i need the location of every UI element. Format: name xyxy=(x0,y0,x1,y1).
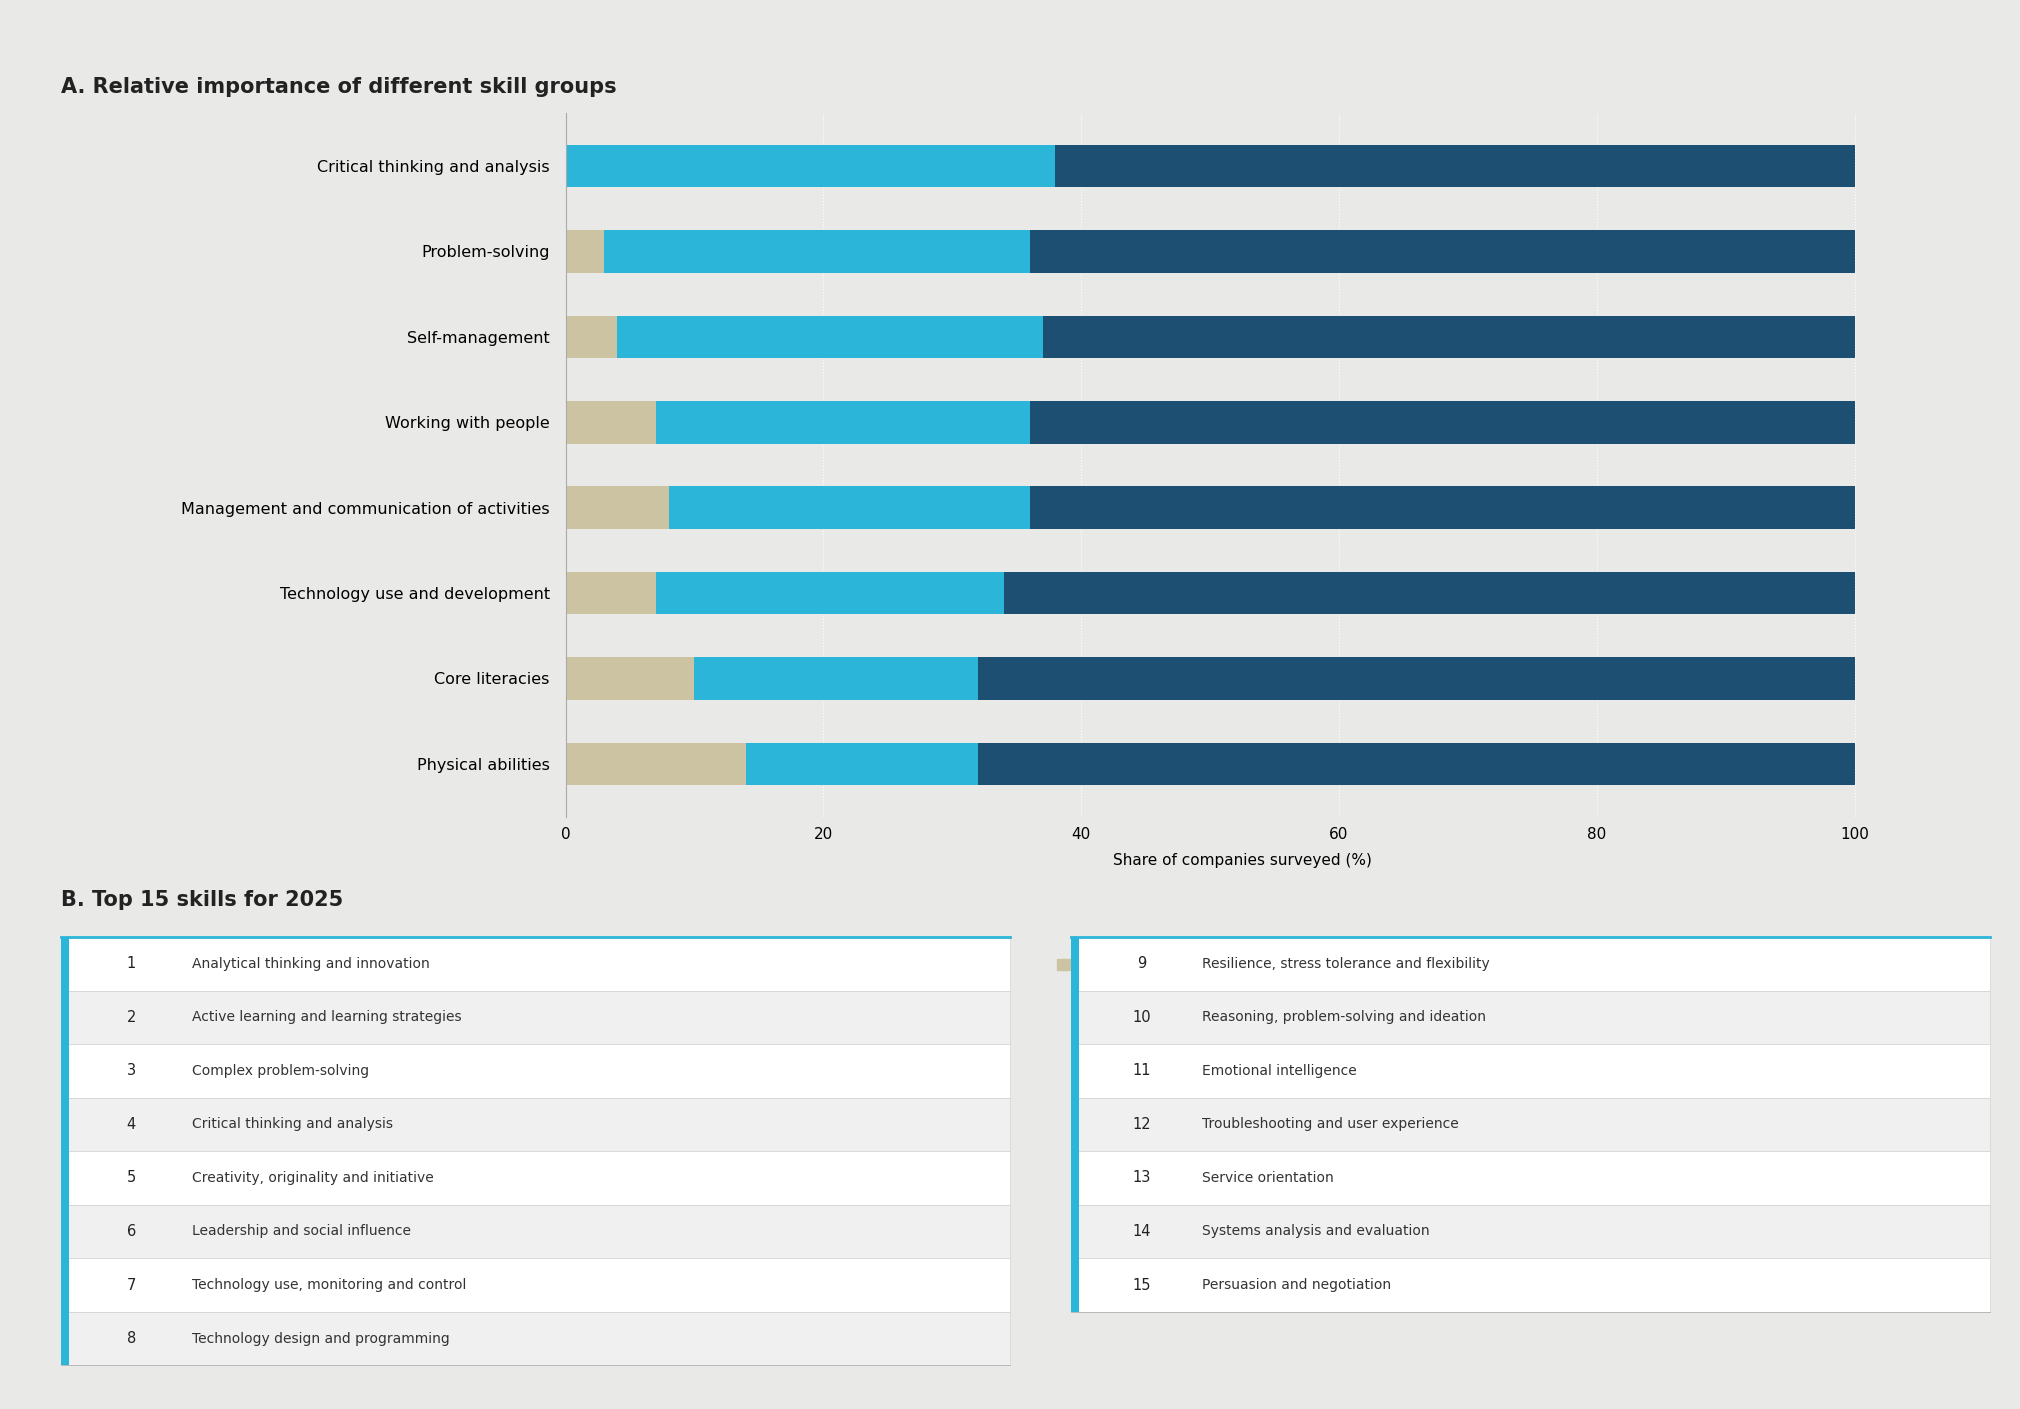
Bar xyxy=(566,230,604,273)
Bar xyxy=(1071,991,1990,1044)
Bar xyxy=(669,486,1030,528)
Bar xyxy=(566,316,618,358)
Bar xyxy=(61,1258,69,1312)
Text: Creativity, originality and initiative: Creativity, originality and initiative xyxy=(192,1171,434,1185)
Bar xyxy=(61,1098,69,1151)
Text: 8: 8 xyxy=(127,1332,135,1346)
Bar xyxy=(1030,486,1854,528)
Text: Service orientation: Service orientation xyxy=(1202,1171,1333,1185)
Bar xyxy=(61,1312,1010,1365)
Bar xyxy=(1071,937,1990,991)
Bar xyxy=(1042,316,1854,358)
Text: 6: 6 xyxy=(127,1224,135,1239)
Bar xyxy=(61,1044,69,1098)
Text: Technology design and programming: Technology design and programming xyxy=(192,1332,450,1346)
Text: 14: 14 xyxy=(1131,1224,1151,1239)
Bar xyxy=(745,743,978,785)
Bar xyxy=(61,1151,1010,1205)
Text: 3: 3 xyxy=(127,1064,135,1078)
Text: Emotional intelligence: Emotional intelligence xyxy=(1202,1064,1357,1078)
Bar xyxy=(61,1151,69,1205)
Text: Analytical thinking and innovation: Analytical thinking and innovation xyxy=(192,957,430,971)
Bar xyxy=(566,145,1054,187)
Bar xyxy=(1071,937,1079,991)
Bar xyxy=(1071,1205,1079,1258)
Text: B. Top 15 skills for 2025: B. Top 15 skills for 2025 xyxy=(61,890,343,910)
Legend: Decreasing, Stable, Increasing: Decreasing, Stable, Increasing xyxy=(1050,951,1434,979)
Text: 4: 4 xyxy=(127,1117,135,1131)
Bar xyxy=(61,937,69,991)
Bar xyxy=(566,486,669,528)
Bar xyxy=(61,1044,1010,1098)
Bar xyxy=(1071,991,1079,1044)
Bar xyxy=(61,1098,1010,1151)
Bar xyxy=(1071,1044,1079,1098)
Bar xyxy=(1071,1258,1990,1312)
Bar xyxy=(1030,402,1854,444)
Text: 9: 9 xyxy=(1137,957,1145,971)
Bar xyxy=(618,316,1042,358)
Text: Systems analysis and evaluation: Systems analysis and evaluation xyxy=(1202,1224,1430,1239)
Bar xyxy=(1071,1258,1079,1312)
Bar xyxy=(61,1205,1010,1258)
Text: 5: 5 xyxy=(127,1171,135,1185)
Bar xyxy=(1071,1151,1990,1205)
Bar xyxy=(61,937,1010,991)
Text: 7: 7 xyxy=(127,1278,135,1292)
Bar xyxy=(656,572,1004,614)
Bar xyxy=(61,1312,69,1365)
Bar xyxy=(61,991,69,1044)
Bar xyxy=(566,743,745,785)
Bar xyxy=(695,657,978,700)
Bar xyxy=(566,402,656,444)
Text: A. Relative importance of different skill groups: A. Relative importance of different skil… xyxy=(61,77,616,97)
Text: Resilience, stress tolerance and flexibility: Resilience, stress tolerance and flexibi… xyxy=(1202,957,1489,971)
Bar xyxy=(61,991,1010,1044)
Bar xyxy=(61,1205,69,1258)
Bar xyxy=(1054,145,1854,187)
Bar xyxy=(1071,1151,1079,1205)
Text: Troubleshooting and user experience: Troubleshooting and user experience xyxy=(1202,1117,1458,1131)
Text: 12: 12 xyxy=(1131,1117,1151,1131)
Text: Reasoning, problem-solving and ideation: Reasoning, problem-solving and ideation xyxy=(1202,1010,1487,1024)
Text: Complex problem-solving: Complex problem-solving xyxy=(192,1064,370,1078)
Text: Persuasion and negotiation: Persuasion and negotiation xyxy=(1202,1278,1392,1292)
Text: Active learning and learning strategies: Active learning and learning strategies xyxy=(192,1010,461,1024)
Text: Critical thinking and analysis: Critical thinking and analysis xyxy=(192,1117,394,1131)
Bar xyxy=(566,572,656,614)
Bar xyxy=(978,743,1854,785)
Bar xyxy=(1030,230,1854,273)
Text: 13: 13 xyxy=(1131,1171,1151,1185)
Text: 11: 11 xyxy=(1131,1064,1151,1078)
Text: Technology use, monitoring and control: Technology use, monitoring and control xyxy=(192,1278,467,1292)
Text: 15: 15 xyxy=(1131,1278,1151,1292)
Text: 10: 10 xyxy=(1131,1010,1151,1024)
Text: 2: 2 xyxy=(127,1010,135,1024)
Bar xyxy=(604,230,1030,273)
Bar xyxy=(1071,1098,1990,1151)
Bar xyxy=(1071,1098,1079,1151)
X-axis label: Share of companies surveyed (%): Share of companies surveyed (%) xyxy=(1113,852,1372,868)
Bar xyxy=(978,657,1854,700)
Bar xyxy=(1071,1044,1990,1098)
Text: Leadership and social influence: Leadership and social influence xyxy=(192,1224,410,1239)
Bar xyxy=(61,1258,1010,1312)
Bar xyxy=(656,402,1030,444)
Text: 1: 1 xyxy=(127,957,135,971)
Bar xyxy=(1071,1205,1990,1258)
Bar xyxy=(566,657,695,700)
Bar xyxy=(1004,572,1854,614)
